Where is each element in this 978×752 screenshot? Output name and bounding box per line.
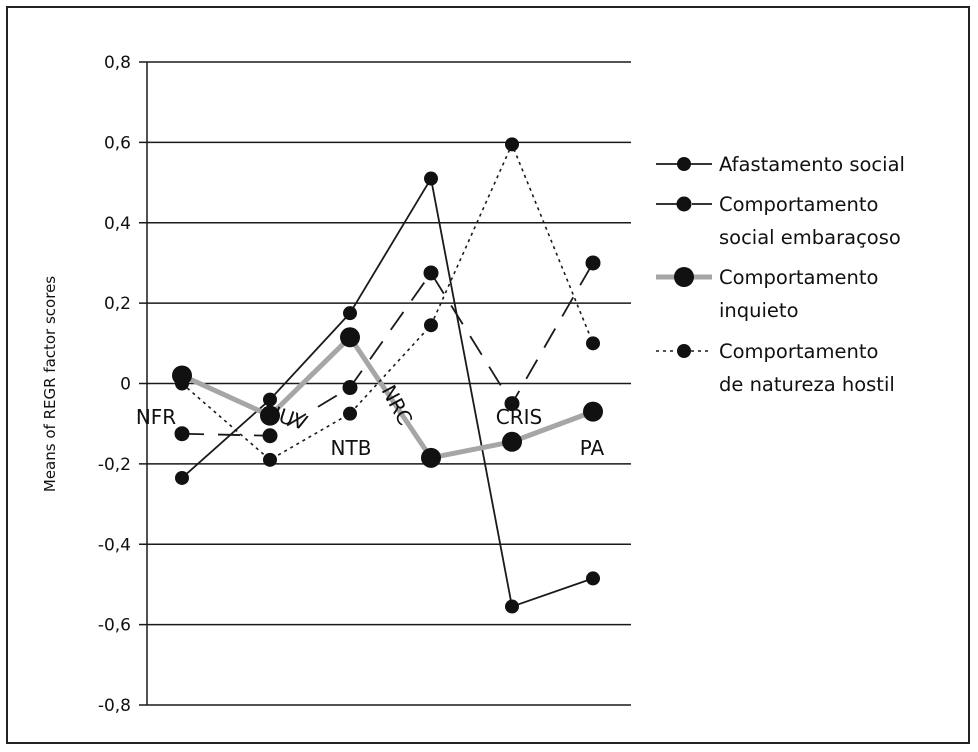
legend-item-4: Comportamento de natureza hostil [656,340,895,396]
line-chart: 0,80,60,40,20-0,2-0,4-0,6-0,8 NFR NUVNTBN… [41,53,905,716]
legend-label: Comportamento de natureza hostil [719,340,895,396]
data-point [342,380,358,396]
y-axis: 0,8 0,6 0,4 0,2 0 -0,2 -0,4 -0,6 -0,8 [98,53,148,716]
chart-frame: 0,8 0,6 0,4 0,2 0 -0,2 -0,4 -0,6 -0,8 NFR NUV NTB N… [6,6,970,744]
data-point [343,306,357,321]
legend-item-1: Afastamento social [656,153,905,176]
series-line-4 [181,143,594,461]
data-point [424,318,438,333]
y-tick-label: -0,4 [98,535,131,555]
y-tick-label: 0,2 [104,294,131,314]
y-tick-label: -0,2 [98,455,131,475]
y-tick-label: 0 [120,375,131,395]
data-point [505,137,519,152]
data-point [504,396,520,412]
series-markers [172,137,603,614]
category-label: CRIS [496,405,542,429]
data-point [263,452,277,467]
category-label: PA [580,436,605,460]
gridlines [139,61,631,706]
data-point [423,265,439,281]
data-point [262,428,278,444]
y-tick-label: -0,8 [98,696,131,716]
legend-swatch-marker [677,157,691,171]
data-point [263,392,277,407]
series-line-2 [181,262,594,437]
y-tick-label: -0,6 [98,616,131,636]
data-point [260,405,280,426]
data-point [586,336,600,351]
legend-item-3: Comportamento inquieto [656,266,878,322]
data-point [175,376,189,391]
data-point [583,401,603,422]
legend-swatch-marker [674,267,694,287]
legend-label: Comportamento social embaraçoso [719,193,901,249]
legend-item-2: Comportamento social embaraçoso [656,193,901,249]
data-point [340,327,360,348]
series-line-1 [181,177,594,608]
y-tick-label: 0,6 [104,133,131,153]
data-point [424,171,438,186]
category-label: NTB [331,436,372,460]
series-lines [180,143,594,608]
data-point [343,406,357,421]
legend-swatch-marker [676,196,692,212]
category-label: NRC [377,381,418,429]
category-label: NFR [136,405,176,429]
data-point [174,426,190,442]
data-point [586,571,600,586]
y-tick-label: 0,4 [104,214,131,234]
legend: Afastamento social Comportamento social em… [656,153,905,396]
legend-swatch-marker [677,344,691,358]
y-tick-label: 0,8 [104,53,131,73]
data-point [585,255,601,271]
data-point [502,431,522,452]
data-point [505,599,519,614]
data-point [175,470,189,485]
y-axis-label: Means of REGR factor scores [41,276,59,492]
series-line-3 [180,334,594,461]
legend-label: Comportamento inquieto [719,266,878,322]
legend-label: Afastamento social [719,153,905,176]
data-point [421,447,441,468]
